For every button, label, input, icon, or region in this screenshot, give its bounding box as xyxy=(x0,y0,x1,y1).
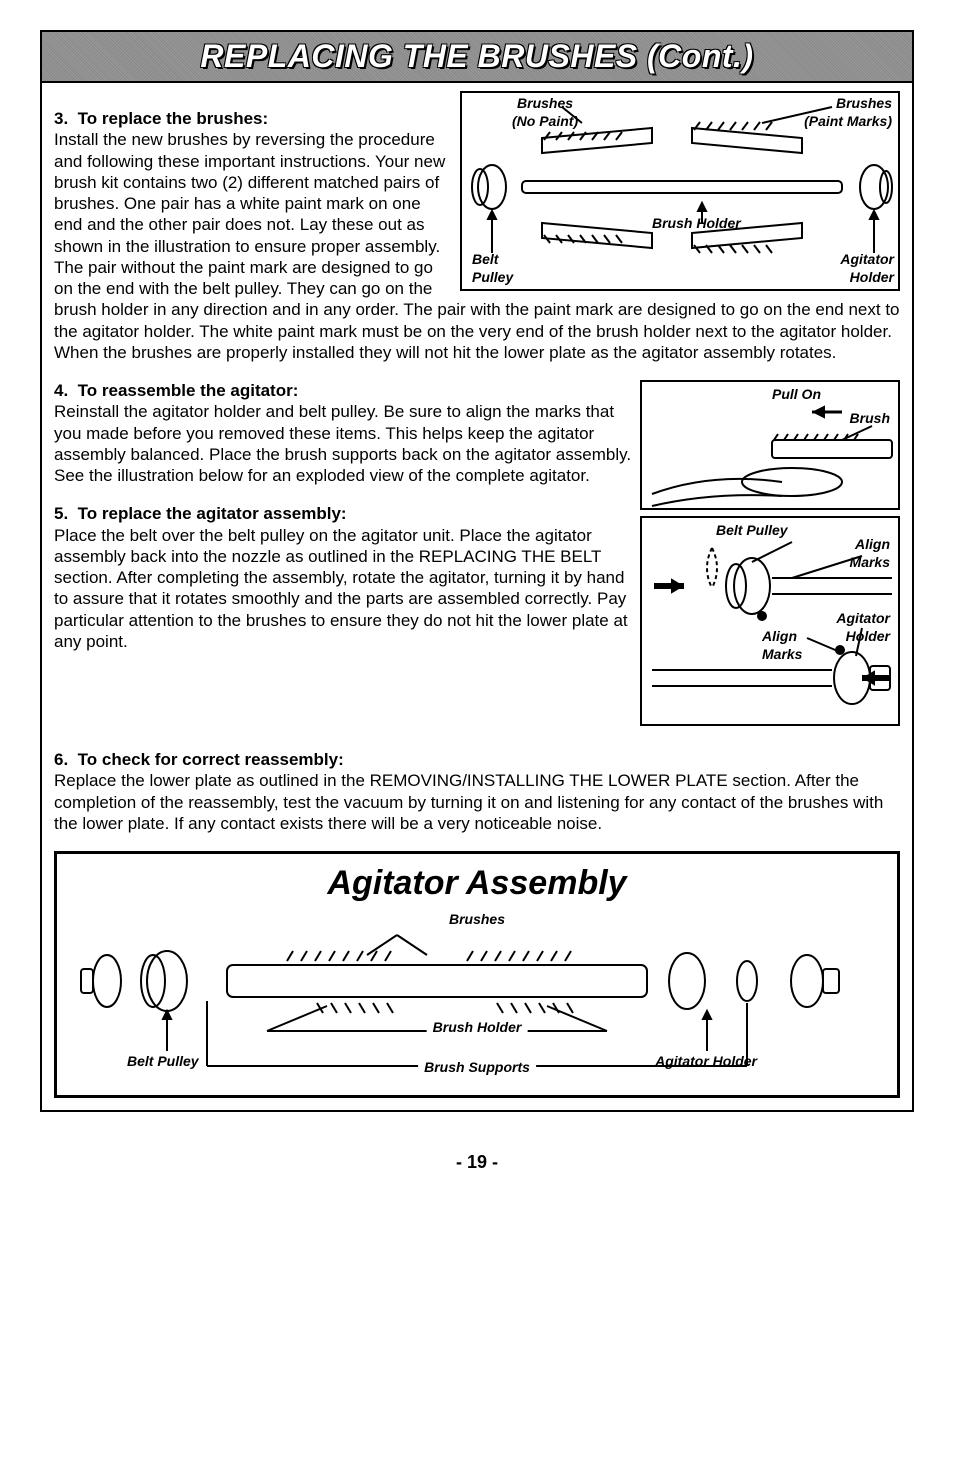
label-brushes: Brushes xyxy=(449,911,505,929)
page-number: - 19 - xyxy=(40,1152,914,1173)
step3-num: 3. xyxy=(54,109,68,128)
label-belt-pulley: BeltPulley xyxy=(472,251,513,286)
step4-body: Reinstall the agitator holder and belt p… xyxy=(54,402,631,485)
label-align-marks-1: AlignMarks xyxy=(850,536,890,571)
step6-num: 6. xyxy=(54,750,68,769)
page-title: REPLACING THE BRUSHES (Cont.) xyxy=(42,38,912,75)
label-brushes-paint: Brushes(Paint Marks) xyxy=(804,95,892,130)
step5-body: Place the belt over the belt pulley on t… xyxy=(54,526,628,651)
label-pull-on: Pull On xyxy=(772,386,821,404)
step6-body: Replace the lower plate as outlined in t… xyxy=(54,771,883,833)
step5-num: 5. xyxy=(54,504,68,523)
figure-brushes-layout: Brushes(No Paint) Brushes(Paint Marks) B… xyxy=(460,91,900,291)
label-brush: Brush xyxy=(850,410,890,428)
step4-head: To reassemble the agitator: xyxy=(78,381,299,400)
label-brush-supports: Brush Supports xyxy=(418,1059,536,1077)
label-align-marks-2: AlignMarks xyxy=(762,628,802,663)
step3-head: To replace the brushes: xyxy=(78,109,269,128)
label-brushes-no-paint: Brushes(No Paint) xyxy=(512,95,578,130)
step5-head: To replace the agitator assembly: xyxy=(78,504,347,523)
content-area: Brushes(No Paint) Brushes(Paint Marks) B… xyxy=(42,83,912,1110)
label-belt-pulley-2: Belt Pulley xyxy=(716,522,788,540)
step-6: 6. To check for correct reassembly: Repl… xyxy=(54,749,900,834)
label-agitator-holder: AgitatorHolder xyxy=(840,251,894,286)
figure-agitator-assembly: Agitator Assembly xyxy=(54,851,900,1098)
step6-head: To check for correct reassembly: xyxy=(78,750,344,769)
label-agitator-holder-3: Agitator Holder xyxy=(655,1053,757,1071)
label-brush-holder: Brush Holder xyxy=(652,215,741,233)
title-bar: REPLACING THE BRUSHES (Cont.) xyxy=(42,32,912,83)
figure-pull-on-brush: Pull On Brush xyxy=(640,380,900,510)
label-agitator-holder-2: AgitatorHolder xyxy=(836,610,890,645)
main-panel: REPLACING THE BRUSHES (Cont.) xyxy=(40,30,914,1112)
label-brush-holder-3: Brush Holder xyxy=(427,1019,528,1037)
step4-num: 4. xyxy=(54,381,68,400)
figure-align-marks: Belt Pulley AlignMarks AgitatorHolder Al… xyxy=(640,516,900,726)
page: REPLACING THE BRUSHES (Cont.) xyxy=(0,0,954,1193)
label-belt-pulley-3: Belt Pulley xyxy=(127,1053,199,1071)
assembly-title: Agitator Assembly xyxy=(67,862,887,905)
